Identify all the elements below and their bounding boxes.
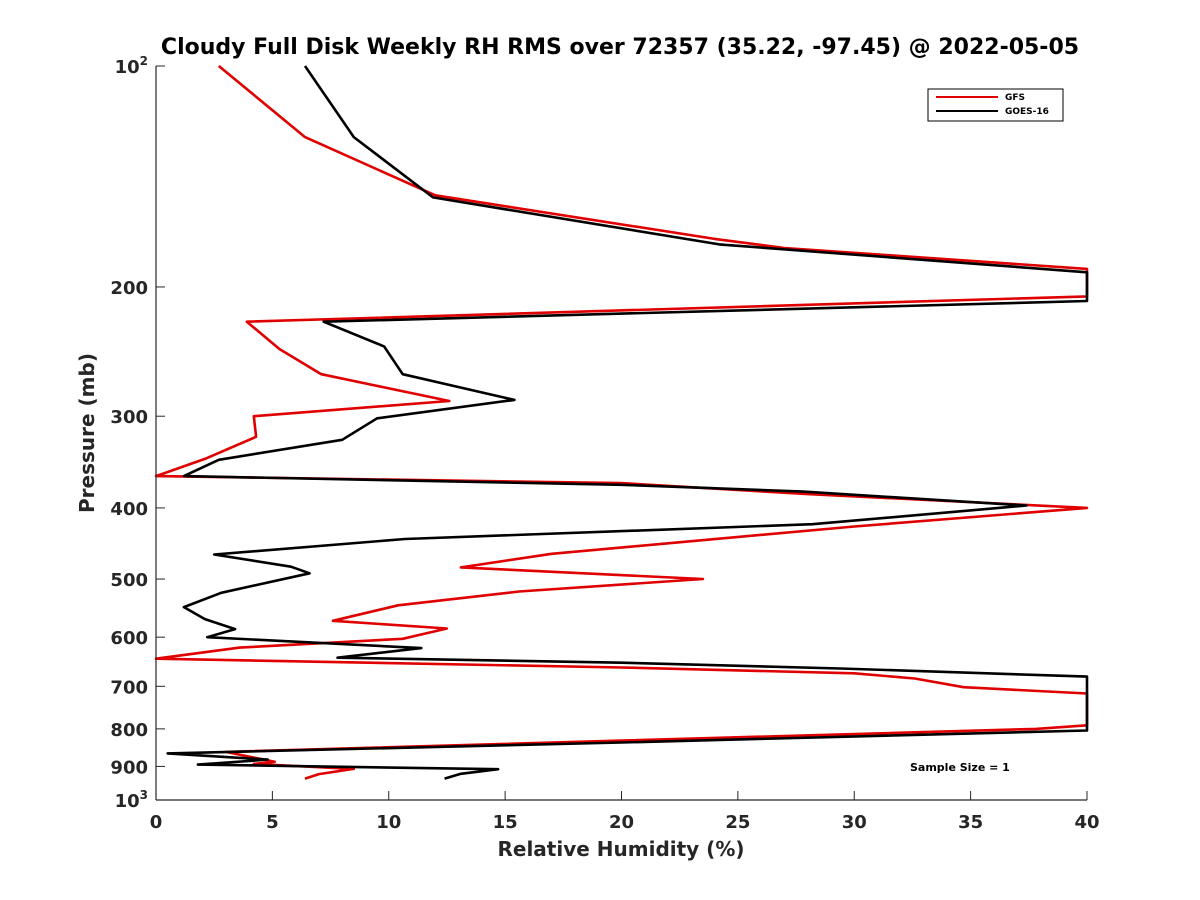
y-tick-label: 900 <box>110 757 148 778</box>
x-tick-label: 10 <box>376 812 401 833</box>
y-tick-label: 500 <box>110 570 148 591</box>
x-tick-label: 15 <box>493 812 518 833</box>
y-axis-label: Pressure (mb) <box>75 353 99 513</box>
x-tick-label: 20 <box>609 812 634 833</box>
legend-box <box>927 88 1064 122</box>
chart-title: Cloudy Full Disk Weekly RH RMS over 7235… <box>161 35 1079 60</box>
series-line-goes16 <box>166 65 1089 780</box>
x-axis-label: Relative Humidity (%) <box>497 837 744 861</box>
series-line-gfs <box>154 64 1089 780</box>
y-tick-label: 102 <box>115 54 148 78</box>
y-tick-label: 400 <box>110 499 148 520</box>
sample-size-annotation: Sample Size = 1 <box>910 761 1010 774</box>
plot-area <box>156 66 1087 800</box>
x-tick-label: 25 <box>725 812 750 833</box>
y-tick-label: 600 <box>110 628 148 649</box>
y-tick-label: 800 <box>110 720 148 741</box>
y-tick-label: 700 <box>110 677 148 698</box>
x-axis-ticks: 0 5 10 15 20 25 30 35 40 <box>150 791 1100 833</box>
legend-label-gfs: GFS <box>1005 93 1025 103</box>
x-tick-label: 0 <box>150 812 163 833</box>
x-tick-label: 5 <box>266 812 279 833</box>
y-tick-label: 300 <box>110 407 148 428</box>
legend: GFS GOES-16 <box>927 88 1064 122</box>
x-tick-label: 30 <box>842 812 867 833</box>
x-tick-label: 40 <box>1074 812 1099 833</box>
y-tick-label: 200 <box>110 278 148 299</box>
y-tick-label: 103 <box>115 788 148 812</box>
x-tick-label: 35 <box>958 812 983 833</box>
series-layer <box>154 64 1089 780</box>
y-axis-ticks: 102 200 300 400 500 600 700 800 900 103 <box>110 54 165 812</box>
legend-label-goes16: GOES-16 <box>1005 107 1049 117</box>
